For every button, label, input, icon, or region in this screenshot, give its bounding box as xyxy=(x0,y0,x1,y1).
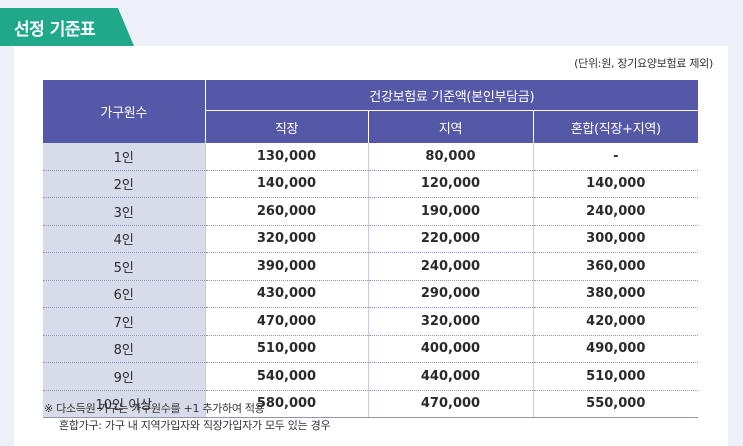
table-row: 7인 470,000 320,000 420,000 xyxy=(43,307,699,336)
mixed-value: 550,000 xyxy=(532,390,699,418)
mixed-value: 360,000 xyxy=(532,252,699,281)
household-cell: 6인 xyxy=(43,280,205,308)
employee-value: 540,000 xyxy=(204,362,368,391)
employee-value: 510,000 xyxy=(204,335,368,363)
table-row: 4인 320,000 220,000 300,000 xyxy=(43,225,699,253)
employee-value: 140,000 xyxy=(204,170,368,198)
mixed-value: 140,000 xyxy=(532,170,699,198)
table-row: 2인 140,000 120,000 140,000 xyxy=(43,170,699,198)
household-cell: 8인 xyxy=(43,335,205,363)
table-row: 1인 130,000 80,000- xyxy=(43,143,699,171)
employee-header: 직장 xyxy=(205,110,368,143)
mixed-value: 240,000 xyxy=(532,197,699,226)
mixed-header: 혼합(직장+지역) xyxy=(532,110,699,143)
regional-value: 290,000 xyxy=(367,280,533,308)
employee-value: 470,000 xyxy=(204,307,368,336)
household-cell: 2인 xyxy=(43,170,205,198)
criteria-table: 가구원수 건강보험료 기준액(본인부담금) 직장 지역 혼합(직장+지역) 1인… xyxy=(43,80,699,418)
regional-header: 지역 xyxy=(367,110,533,143)
employee-value: 390,000 xyxy=(204,252,368,281)
table-row: 10인 이상 580,000 470,000 550,000 xyxy=(43,390,699,418)
mixed-value: 490,000 xyxy=(532,335,699,363)
regional-value: 80,000 xyxy=(367,143,533,171)
household-cell: 9인 xyxy=(43,362,205,391)
household-cell: 4인 xyxy=(43,225,205,253)
mixed-value: - xyxy=(532,143,699,171)
mixed-value: 510,000 xyxy=(532,362,699,391)
table-row: 9인 540,000 440,000 510,000 xyxy=(43,362,699,391)
regional-value: 470,000 xyxy=(367,390,533,418)
household-cell: 3인 xyxy=(43,197,205,226)
mixed-value: 380,000 xyxy=(532,280,699,308)
household-cell: 7인 xyxy=(43,307,205,336)
mixed-value: 300,000 xyxy=(532,225,699,253)
employee-value: 320,000 xyxy=(204,225,368,253)
household-header: 가구원수 xyxy=(43,80,206,143)
group-header: 건강보험료 기준액(본인부담금) xyxy=(205,80,699,111)
employee-value: 430,000 xyxy=(204,280,368,308)
employee-value: 260,000 xyxy=(204,197,368,226)
table-row: 6인 430,000 290,000 380,000 xyxy=(43,280,699,308)
table-row: 8인 510,000 400,000 490,000 xyxy=(43,335,699,363)
footnote-multi-income: ※ 다소득원 가구는 가구원수를 +1 추가하여 적용 xyxy=(44,402,265,415)
table-row: 5인 390,000 240,000 360,000 xyxy=(43,252,699,281)
regional-value: 240,000 xyxy=(367,252,533,281)
footnote-mixed-household: 혼합가구: 가구 내 지역가입자와 직장가입자가 모두 있는 경우 xyxy=(59,419,331,432)
mixed-value: 420,000 xyxy=(532,307,699,336)
employee-value: 580,000 xyxy=(204,390,368,418)
table-row: 3인 260,000 190,000 240,000 xyxy=(43,197,699,226)
employee-value: 130,000 xyxy=(204,143,368,171)
unit-note: (단위:원, 장기요양보험료 제외) xyxy=(574,57,713,70)
regional-value: 440,000 xyxy=(367,362,533,391)
household-cell: 5인 xyxy=(43,252,205,281)
regional-value: 400,000 xyxy=(367,335,533,363)
household-cell: 1인 xyxy=(43,143,205,171)
household-cell: 10인 이상 xyxy=(43,390,205,418)
footnotes: ※ 다소득원 가구는 가구원수를 +1 추가하여 적용 혼합가구: 가구 내 지… xyxy=(44,400,331,434)
regional-value: 120,000 xyxy=(367,170,533,198)
regional-value: 220,000 xyxy=(367,225,533,253)
regional-value: 320,000 xyxy=(367,307,533,336)
regional-value: 190,000 xyxy=(367,197,533,226)
page-title: 선정 기준표 xyxy=(0,8,134,46)
